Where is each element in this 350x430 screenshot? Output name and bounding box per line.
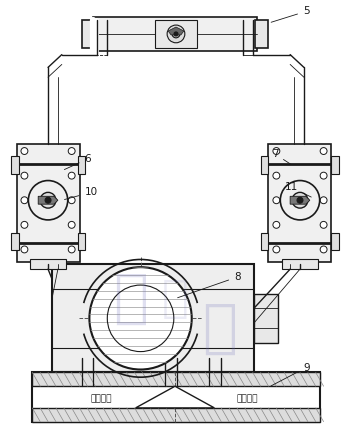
Circle shape [68,147,75,154]
Bar [52,264,254,372]
Circle shape [320,246,327,253]
Text: 阀门后腔: 阀门后腔 [236,395,258,403]
Bar [268,144,331,262]
Circle shape [273,197,280,204]
Circle shape [280,181,320,220]
Circle shape [68,172,75,179]
Polygon shape [168,27,184,35]
Bar [254,294,278,343]
Circle shape [320,221,327,228]
Bar [32,372,320,422]
Circle shape [320,172,327,179]
Bar [32,372,320,386]
Text: 7: 7 [272,149,291,164]
Polygon shape [38,197,58,204]
Bar [261,233,268,250]
Circle shape [320,147,327,154]
Text: 11: 11 [285,182,311,197]
Text: 8: 8 [177,272,241,298]
Bar [261,156,268,174]
Text: 6: 6 [64,154,91,169]
Circle shape [21,147,28,154]
Circle shape [68,221,75,228]
Bar [331,233,340,250]
Circle shape [320,197,327,204]
Text: 阀: 阀 [202,300,237,356]
Circle shape [167,25,185,43]
Polygon shape [290,197,310,204]
Text: 9: 9 [271,362,309,386]
Circle shape [28,181,68,220]
Circle shape [273,221,280,228]
Circle shape [21,172,28,179]
Bar [93,17,257,51]
Circle shape [89,267,192,369]
Circle shape [273,147,280,154]
Bar [255,20,268,48]
Circle shape [174,32,178,36]
Text: 5: 5 [271,6,309,22]
Circle shape [273,246,280,253]
Polygon shape [136,386,214,408]
Bar [155,20,197,48]
Circle shape [292,192,308,208]
Circle shape [68,246,75,253]
Text: 10: 10 [64,187,98,200]
Circle shape [273,172,280,179]
Circle shape [21,246,28,253]
Circle shape [68,197,75,204]
Bar [10,233,19,250]
Bar [32,408,320,422]
Text: 仁: 仁 [113,270,148,327]
Circle shape [45,197,51,203]
Bar [78,156,85,174]
Circle shape [172,30,180,38]
Circle shape [297,197,303,203]
Bar [16,144,79,262]
Bar [10,156,19,174]
Bar [331,156,340,174]
Circle shape [40,192,56,208]
Bar [78,233,85,250]
Text: 爱: 爱 [162,277,188,320]
Bar [282,259,318,269]
Bar [83,20,96,48]
Bar [30,259,66,269]
Circle shape [21,221,28,228]
Text: 阀门前腔: 阀门前腔 [90,395,112,403]
Circle shape [21,197,28,204]
